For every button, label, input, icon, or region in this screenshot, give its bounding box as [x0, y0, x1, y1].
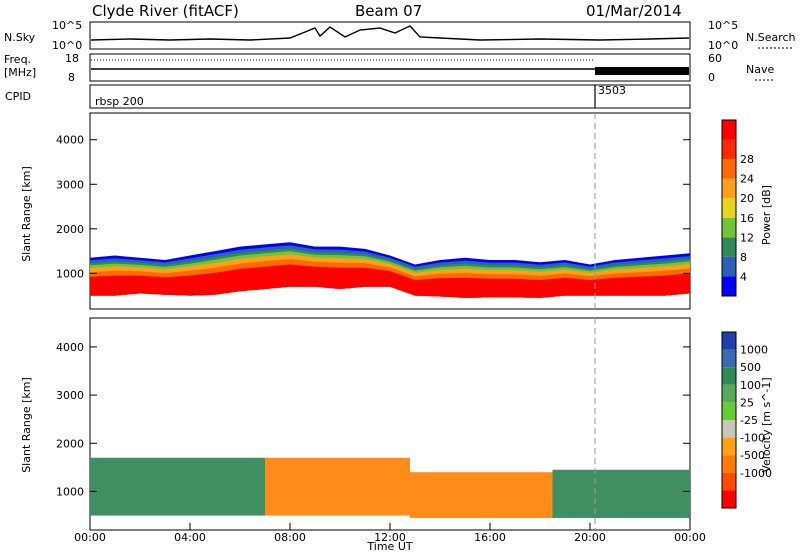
power-panel: Slant Range [km] 1000 2000 3000 4000 [20, 112, 691, 310]
velocity-colorbar-tick: -100 [740, 432, 765, 445]
velocity-colorbar-swatch [722, 437, 736, 456]
power-ytick-label: 3000 [56, 178, 84, 191]
velocity-ytick-label: 2000 [56, 437, 84, 450]
velocity-yticks: 1000 2000 3000 4000 [56, 341, 690, 498]
freq-tick-bottom: 8 [68, 71, 75, 84]
power-ytick-label: 2000 [56, 223, 84, 236]
power-colorbar-swatch [722, 276, 736, 296]
velocity-xtick-label: 20:00 [574, 531, 606, 544]
velocity-colorbar-swatch [722, 349, 736, 368]
freq-trace-dense [595, 67, 689, 75]
power-colorbar-swatch [722, 237, 736, 257]
power-colorbar-tick: 12 [740, 231, 754, 244]
cpid-strip [89, 84, 691, 109]
velocity-xtick-label: 00:00 [674, 531, 706, 544]
velocity-ytick-label: 3000 [56, 389, 84, 402]
power-band-layer [90, 264, 690, 298]
power-colorbar-swatch [722, 256, 736, 277]
velocity-colorbar-swatch [722, 332, 736, 350]
cpid-segment-1: rbsp 200 [95, 95, 144, 108]
velocity-colorbar-tick: 500 [740, 361, 761, 374]
power-colorbar-swatch [722, 120, 736, 140]
nsky-tick-bottom: 10^0 [52, 39, 82, 52]
power-band-layers [90, 242, 690, 298]
power-colorbar-swatch [722, 198, 736, 218]
nsky-trace [90, 25, 690, 41]
nsky-strip [89, 21, 691, 50]
power-colorbar-tick: 8 [740, 251, 747, 264]
velocity-ytick-label: 4000 [56, 341, 84, 354]
power-colorbar-swatch [722, 217, 736, 238]
velocity-colorbar-tick: 100 [740, 379, 761, 392]
velocity-xtick-label: 04:00 [174, 531, 206, 544]
freq-tick-top: 18 [65, 52, 79, 65]
velocity-xtick-label: 00:00 [74, 531, 106, 544]
velocity-band-layers [90, 457, 690, 518]
velocity-region [410, 472, 553, 518]
date-title: 01/Mar/2014 [586, 2, 682, 20]
freq-label-2: [MHz] [4, 66, 36, 79]
power-colorbar-tick: 16 [740, 212, 754, 225]
velocity-xtick-label: 08:00 [274, 531, 306, 544]
nave-tick-bottom: 0 [708, 71, 715, 84]
power-colorbar: 4 8 12 16 20 24 28 [721, 119, 754, 297]
power-colorbar-swatch [722, 159, 736, 179]
station-title: Clyde River (fitACF) [92, 2, 239, 20]
velocity-ytick-label: 1000 [56, 485, 84, 498]
cpid-segment-2: 3503 [598, 84, 626, 97]
nsky-tick-top: 10^5 [52, 19, 82, 32]
power-yticks: 1000 2000 3000 4000 [56, 134, 690, 280]
freq-label-1: Freq. [4, 53, 31, 66]
velocity-colorbar: 1000 500 100 25 -25 -100 -500 -1000 [721, 331, 772, 509]
velocity-colorbar-swatch [722, 490, 736, 508]
velocity-xlabel: Time UT [366, 540, 412, 553]
velocity-colorbar-frame [721, 331, 737, 509]
nave-label: Nave [746, 63, 774, 76]
velocity-colorbar-tick: -500 [740, 449, 765, 462]
nsearch-label: N.Search [746, 31, 796, 44]
power-colorbar-label: Power [dB] [760, 185, 773, 245]
velocity-colorbar-swatch [722, 472, 736, 491]
velocity-colorbar-swatch [722, 367, 736, 385]
velocity-colorbar-tick: -25 [740, 414, 758, 427]
velocity-xtick-label: 12:00 [374, 531, 406, 544]
freq-strip [89, 53, 691, 82]
velocity-xticks: 00:00 04:00 08:00 12:00 16:00 20:00 00:00 [74, 523, 706, 544]
velocity-colorbar-tick: 25 [740, 396, 754, 409]
velocity-colorbar-swatch [722, 384, 736, 403]
velocity-region [90, 457, 265, 516]
nsky-label: N.Sky [4, 31, 36, 44]
velocity-ylabel: Slant Range [km] [20, 377, 33, 473]
power-colorbar-tick: 20 [740, 192, 754, 205]
velocity-colorbar-swatch [722, 402, 736, 420]
power-colorbar-swatch [722, 139, 736, 160]
power-colorbar-tick: 28 [740, 153, 754, 166]
power-colorbar-tick: 24 [740, 173, 754, 186]
velocity-region [552, 469, 690, 518]
velocity-xtick-label: 16:00 [474, 531, 506, 544]
cpid-label: CPID [5, 90, 31, 103]
power-colorbar-swatch [722, 178, 736, 199]
nave-tick-top: 60 [708, 52, 722, 65]
power-ylabel: Slant Range [km] [20, 166, 33, 262]
nsearch-tick-bottom: 10^0 [708, 39, 738, 52]
velocity-colorbar-tick: 1000 [740, 344, 768, 357]
power-colorbar-frame [721, 119, 737, 297]
velocity-colorbar-swatch [722, 455, 736, 473]
nsearch-tick-top: 10^5 [708, 19, 738, 32]
velocity-colorbar-tick: -1000 [740, 467, 772, 480]
velocity-region [265, 457, 410, 516]
beam-title: Beam 07 [355, 2, 422, 20]
velocity-colorbar-swatch [722, 420, 736, 438]
velocity-colorbar-label: Velocity [m s^-1] [760, 377, 773, 472]
power-ytick-label: 1000 [56, 267, 84, 280]
power-ytick-label: 4000 [56, 134, 84, 147]
power-colorbar-tick: 4 [740, 270, 747, 283]
